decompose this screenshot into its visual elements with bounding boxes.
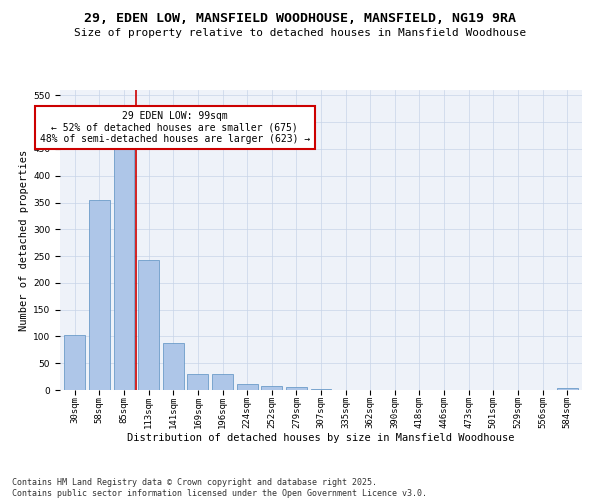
Text: Contains HM Land Registry data © Crown copyright and database right 2025.
Contai: Contains HM Land Registry data © Crown c…	[12, 478, 427, 498]
Text: Size of property relative to detached houses in Mansfield Woodhouse: Size of property relative to detached ho…	[74, 28, 526, 38]
Text: 29 EDEN LOW: 99sqm
← 52% of detached houses are smaller (675)
48% of semi-detach: 29 EDEN LOW: 99sqm ← 52% of detached hou…	[40, 111, 310, 144]
Bar	[64, 335, 85, 390]
Bar	[557, 388, 578, 390]
Bar	[212, 374, 233, 390]
Bar	[286, 388, 307, 390]
Text: 29, EDEN LOW, MANSFIELD WOODHOUSE, MANSFIELD, NG19 9RA: 29, EDEN LOW, MANSFIELD WOODHOUSE, MANSF…	[84, 12, 516, 26]
Bar	[236, 384, 257, 390]
Bar	[187, 374, 208, 390]
Bar	[89, 200, 110, 390]
Bar	[261, 386, 282, 390]
Bar	[163, 344, 184, 390]
Y-axis label: Number of detached properties: Number of detached properties	[19, 150, 29, 330]
Bar	[311, 389, 331, 390]
X-axis label: Distribution of detached houses by size in Mansfield Woodhouse: Distribution of detached houses by size …	[127, 432, 515, 442]
Bar	[113, 144, 134, 390]
Bar	[138, 260, 159, 390]
